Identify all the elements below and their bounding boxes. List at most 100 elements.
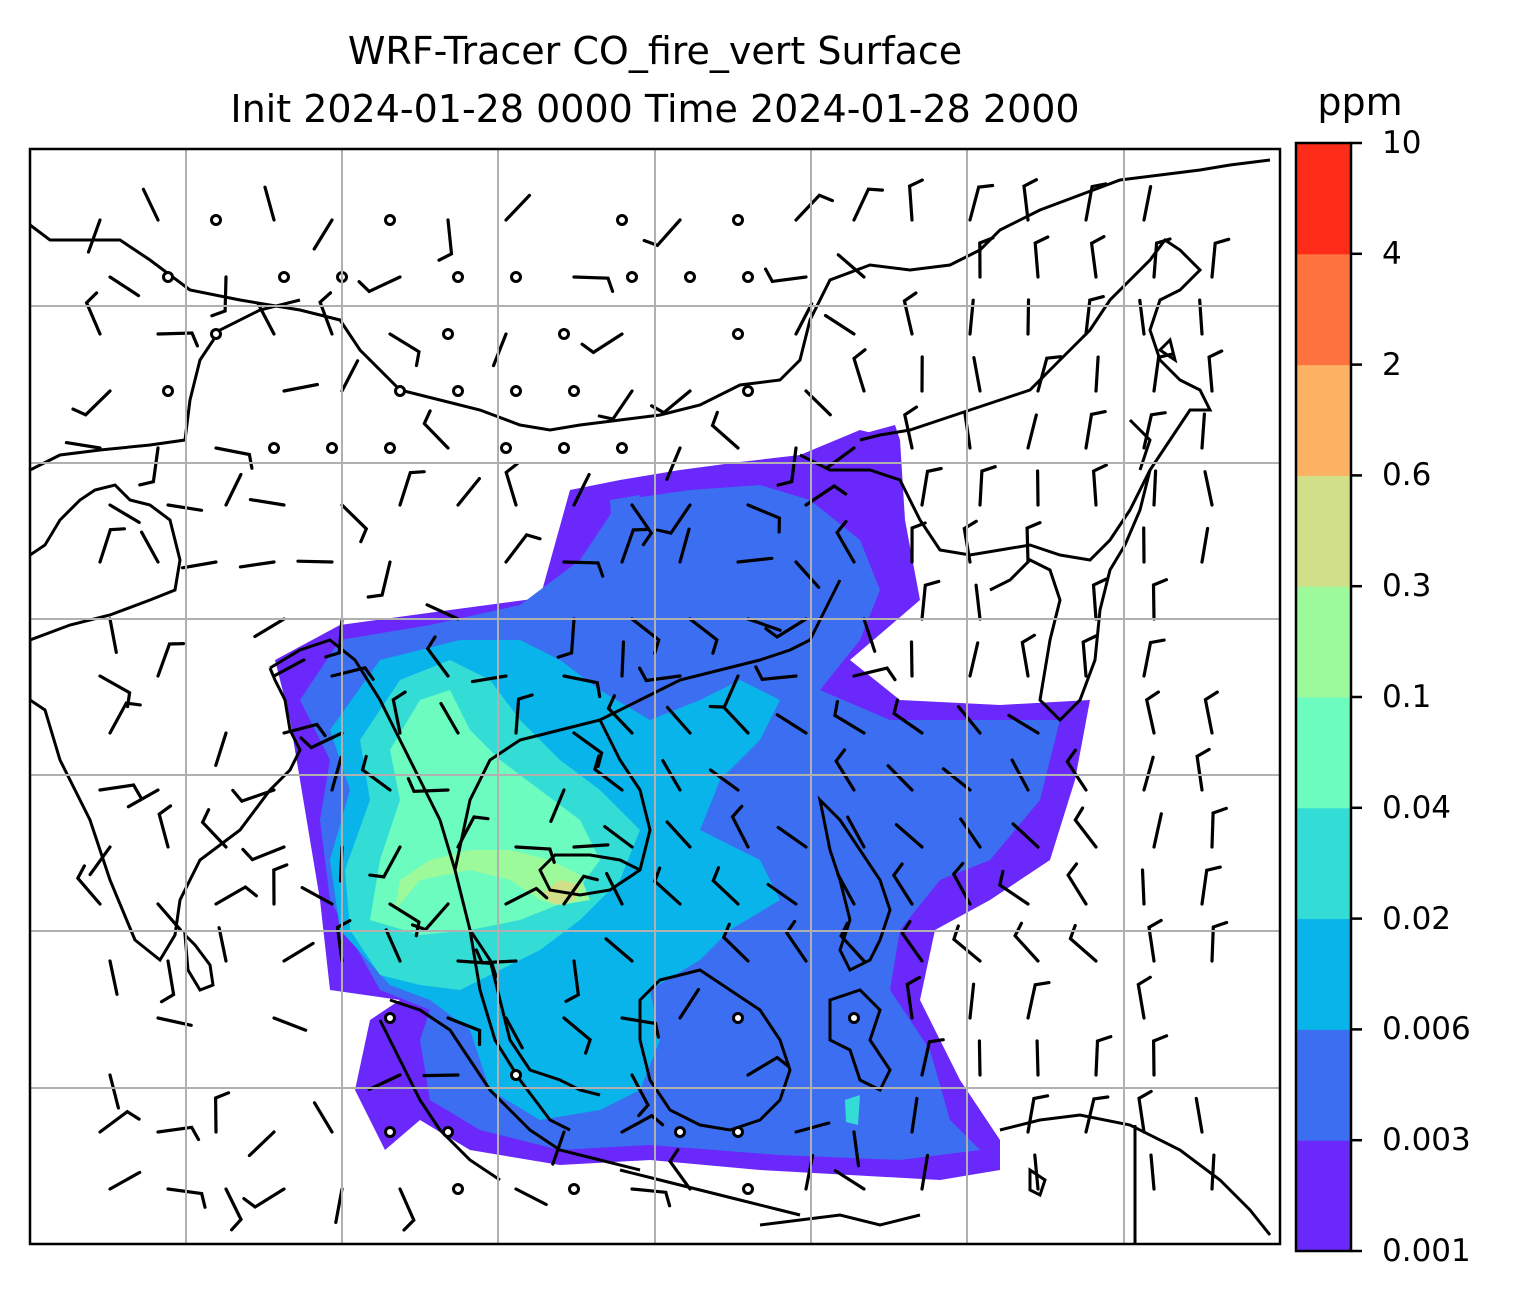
wind-barb [340, 503, 369, 544]
wind-barb [108, 503, 141, 524]
wind-barb [892, 698, 924, 735]
calm-marker [568, 385, 580, 397]
wind-barb [678, 527, 691, 564]
wind-barb [108, 617, 118, 654]
colorbar-tick-label: 0.1 [1382, 679, 1432, 715]
wind-barb [422, 409, 450, 450]
wind-barb [562, 1016, 592, 1055]
wind-barb [754, 665, 798, 682]
wind-barb [425, 603, 460, 621]
wind-barb [406, 777, 450, 794]
wind-barb [86, 218, 102, 254]
wind-barb [746, 1055, 790, 1077]
colorbar-tick-label: 0.04 [1382, 789, 1452, 826]
wind-barb [910, 1096, 919, 1134]
wind-barb [1152, 469, 1158, 507]
colorbar-tick-label: 0.3 [1382, 568, 1432, 605]
wind-barb [410, 902, 450, 932]
wind-barb [605, 872, 624, 906]
wind-barb [968, 982, 976, 1020]
wind-barb [200, 808, 228, 849]
wind-barb [902, 291, 918, 336]
coastline-india [30, 298, 302, 963]
wind-barb [360, 754, 392, 792]
wind-barb [825, 446, 856, 470]
wind-barb [470, 674, 508, 684]
calm-marker [616, 442, 628, 454]
calm-marker [626, 271, 638, 283]
wind-barb [456, 815, 490, 849]
wind-barb [1142, 185, 1153, 222]
wind-barb [1094, 355, 1100, 393]
wind-barb [108, 701, 142, 735]
wind-barb [746, 617, 782, 632]
wind-barb [1065, 748, 1088, 792]
colorbar-tick-label: 10 [1382, 125, 1422, 161]
colorbar-segment [1296, 807, 1351, 920]
wind-barb [1210, 237, 1231, 279]
wind-barb [108, 959, 119, 996]
calm-marker [732, 1012, 744, 1024]
wind-barb [248, 498, 286, 507]
wind-barb [272, 863, 289, 906]
wind-barb [900, 920, 924, 963]
wind-barb [224, 1187, 243, 1232]
calm-marker [442, 1126, 454, 1138]
wind-barb [655, 503, 692, 535]
wind-barb [678, 987, 701, 1020]
wind-barb [214, 885, 258, 906]
wind-barb [909, 640, 914, 678]
wind-barb [98, 783, 143, 799]
wind-barb [775, 713, 808, 735]
wind-barb [238, 560, 276, 569]
wind-barb [723, 706, 750, 735]
coastline-sulawesi [828, 988, 892, 1093]
wind-barb [422, 1073, 460, 1078]
calm-marker [452, 271, 464, 283]
wind-barb [551, 1130, 566, 1166]
wind-barb [210, 275, 228, 318]
coastline-sumatra [378, 998, 641, 1182]
wind-barb [1203, 470, 1214, 507]
colorbar-segment [1296, 1140, 1351, 1252]
coastline-borneo [638, 968, 792, 1132]
calm-marker [384, 214, 396, 226]
wind-barb [446, 1016, 482, 1047]
wind-barb [941, 767, 972, 792]
wind-barb [688, 617, 719, 655]
wind-barb [833, 1169, 866, 1191]
wind-barb [214, 446, 254, 470]
wind-barb [764, 267, 808, 284]
wind-barb [241, 845, 286, 862]
wind-barb [1033, 235, 1050, 279]
wind-barb [159, 959, 176, 1004]
calm-marker [510, 271, 522, 283]
wind-barb [514, 845, 556, 864]
wind-barb [1036, 355, 1063, 393]
wind-barb [962, 519, 978, 564]
calm-marker [742, 1183, 754, 1195]
wind-barb [300, 886, 334, 906]
wind-barb [710, 410, 740, 450]
wind-barb [665, 705, 692, 735]
calm-marker [684, 271, 696, 283]
wind-barb [439, 702, 460, 735]
wind-barb [804, 389, 832, 417]
coastline-newguinea [999, 1113, 1272, 1244]
wind-barb [504, 193, 532, 222]
wind-barb [603, 825, 634, 849]
wind-barb [156, 642, 186, 678]
calm-marker [210, 328, 222, 340]
wind-barb [665, 820, 692, 849]
wind-barb [398, 1187, 416, 1232]
wind-barb [456, 477, 481, 507]
wind-barb [1007, 713, 1040, 735]
colorbar-tick-label: 0.001 [1382, 1233, 1471, 1269]
calm-marker [510, 385, 522, 397]
wind-barb [572, 843, 610, 849]
wind-barb [620, 527, 649, 564]
wind-barb [1094, 1035, 1113, 1077]
wind-barb [504, 533, 542, 564]
calm-marker [326, 442, 338, 454]
calm-marker [732, 214, 744, 226]
